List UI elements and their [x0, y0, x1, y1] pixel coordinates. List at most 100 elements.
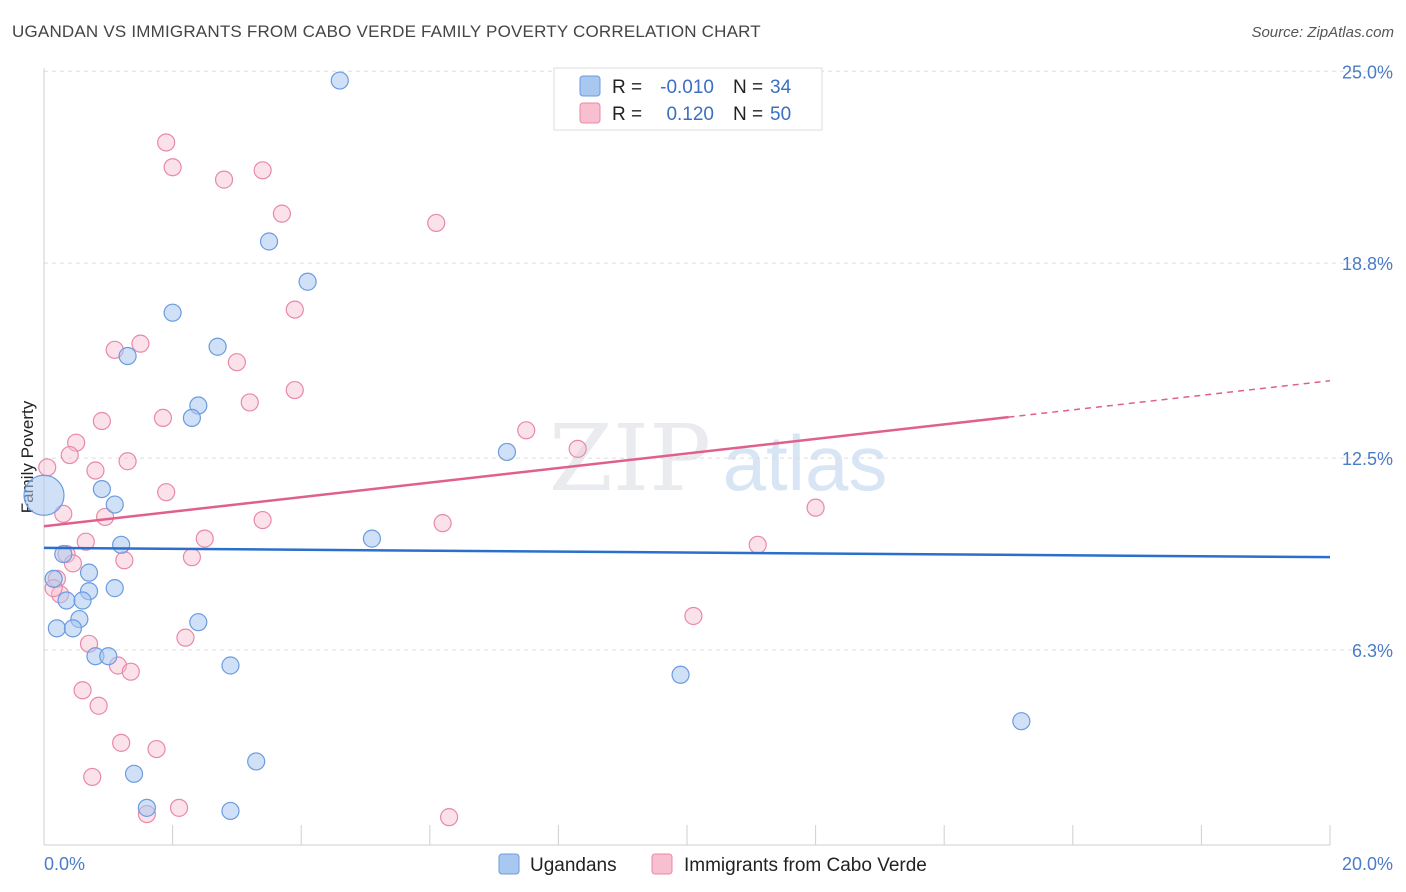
ugandans-point-5: [118, 346, 137, 366]
gridlines: [44, 70, 1393, 651]
cabo-verde-point-43: [89, 696, 108, 715]
cabo-verde-point-0: [157, 133, 176, 152]
series-ugandans-points: [23, 71, 1031, 821]
y-tick-label-3: 6.3%: [1352, 641, 1393, 661]
ugandans-point-26: [99, 647, 118, 666]
ugandans-point-13: [362, 529, 382, 548]
cabo-verde-point-5: [427, 213, 446, 233]
cabo-verde-point-1: [163, 158, 182, 177]
cabo-verde-point-45: [147, 739, 166, 759]
cabo-verde-point-2: [214, 170, 234, 189]
ugandans-point-4: [208, 337, 227, 356]
legend-r-value-2: 0.120: [666, 104, 714, 125]
legend-n-value-1: 34: [770, 77, 792, 98]
cabo-verde-point-24: [95, 507, 115, 527]
ugandans-point-19: [57, 591, 76, 610]
ugandans-point-32: [137, 798, 156, 817]
cabo-verde-point-46: [83, 767, 102, 787]
ugandans-point-14: [54, 544, 73, 564]
cabo-verde-point-17: [568, 439, 587, 458]
cabo-verde-point-37: [684, 606, 703, 626]
ugandans-point-22: [189, 613, 208, 632]
cabo-verde-point-49: [439, 808, 459, 827]
legend-r-label-1: R =: [612, 77, 642, 98]
ugandans-point-24: [63, 619, 83, 638]
ugandans-point-28: [671, 665, 690, 684]
ugandans-point-20: [73, 591, 92, 610]
ugandans-point-1: [259, 232, 279, 251]
chart-title: UGANDAN VS IMMIGRANTS FROM CABO VERDE FA…: [12, 22, 761, 41]
cabo-verde-point-6: [285, 300, 304, 319]
y-tick-label-1: 18.8%: [1342, 254, 1393, 274]
ugandans-point-9: [92, 479, 111, 499]
y-tick-label-0: 25.0%: [1342, 62, 1393, 82]
cabo-verde-point-25: [253, 510, 272, 530]
y-axis-tick-labels: 25.0% 18.8% 12.5% 6.3%: [1342, 62, 1393, 661]
legend-swatch-cabo-verde: [579, 102, 601, 124]
legend-r-value-1: -0.010: [660, 77, 714, 98]
ugandans-point-17: [105, 579, 124, 598]
cabo-verde-point-41: [121, 662, 140, 681]
cabo-verde-point-16: [60, 445, 79, 465]
chart-source: Source: ZipAtlas.com: [1251, 24, 1394, 41]
trend-lines: [43, 380, 1331, 559]
legend-r-label-2: R =: [612, 104, 642, 125]
bottom-legend-cabo-verde: Immigrants from Cabo Verde: [684, 855, 927, 876]
cabo-verde-point-10: [285, 380, 304, 400]
ugandans-point-16: [44, 569, 63, 588]
trend-line-1: [43, 415, 1009, 528]
ugandans-point-3: [163, 303, 182, 322]
x-tick-label-min: 0.0%: [44, 854, 85, 874]
legend-swatch-ugandans: [579, 75, 601, 97]
cabo-verde-point-42: [73, 681, 92, 700]
cabo-verde-point-27: [195, 529, 214, 548]
cabo-verde-point-4: [272, 204, 292, 223]
ugandans-point-23: [47, 619, 66, 638]
cabo-verde-point-26: [433, 514, 452, 533]
ugandans-point-15: [79, 563, 99, 582]
watermark-atlas: atlas: [723, 419, 888, 507]
x-tick-label-max: 20.0%: [1342, 854, 1393, 874]
cabo-verde-point-44: [112, 733, 131, 752]
cabo-verde-point-18: [118, 452, 137, 471]
ugandans-point-12: [112, 535, 131, 554]
legend-n-label-2: N =: [733, 104, 763, 125]
cabo-verde-point-29: [748, 535, 767, 554]
bottom-legend-swatch-ugandans: [498, 853, 520, 875]
cabo-verde-point-20: [38, 458, 57, 477]
ugandans-point-2: [298, 272, 317, 291]
cabo-verde-point-3: [253, 161, 272, 180]
cabo-verde-point-9: [227, 353, 246, 372]
bottom-legend-swatch-cabo-verde: [651, 853, 673, 875]
bottom-legend-ugandans: Ugandans: [530, 855, 617, 876]
ugandans-point-30: [247, 752, 266, 771]
series-legend: Ugandans Immigrants from Cabo Verde: [498, 853, 927, 876]
cabo-verde-point-19: [86, 461, 105, 480]
x-axis-ticks: [43, 825, 1331, 845]
cabo-verde-point-11: [240, 393, 259, 412]
trend-line-0: [43, 546, 1331, 559]
legend-n-value-2: 50: [770, 104, 791, 125]
ugandans-point-10: [105, 495, 124, 514]
cabo-verde-point-7: [131, 334, 150, 353]
ugandans-point-7: [182, 408, 201, 428]
ugandans-point-0: [330, 71, 349, 90]
ugandans-point-33: [221, 801, 240, 821]
ugandans-point-8: [497, 442, 517, 462]
correlation-legend: R = -0.010 N = 34 R = 0.120 N = 50: [553, 67, 823, 131]
cabo-verde-point-32: [115, 551, 134, 570]
ugandans-point-31: [124, 764, 144, 783]
cabo-verde-point-22: [806, 498, 825, 517]
cabo-verde-point-47: [169, 798, 189, 817]
y-tick-label-2: 12.5%: [1342, 449, 1393, 469]
ugandans-point-27: [221, 656, 240, 675]
cabo-verde-point-14: [517, 421, 536, 440]
cabo-verde-point-21: [157, 483, 176, 502]
cabo-verde-point-13: [92, 411, 111, 431]
cabo-verde-point-31: [182, 548, 201, 567]
legend-n-label-1: N =: [733, 77, 763, 98]
cabo-verde-point-28: [76, 532, 95, 551]
cabo-verde-point-12: [153, 408, 173, 428]
ugandans-point-29: [1012, 712, 1031, 731]
